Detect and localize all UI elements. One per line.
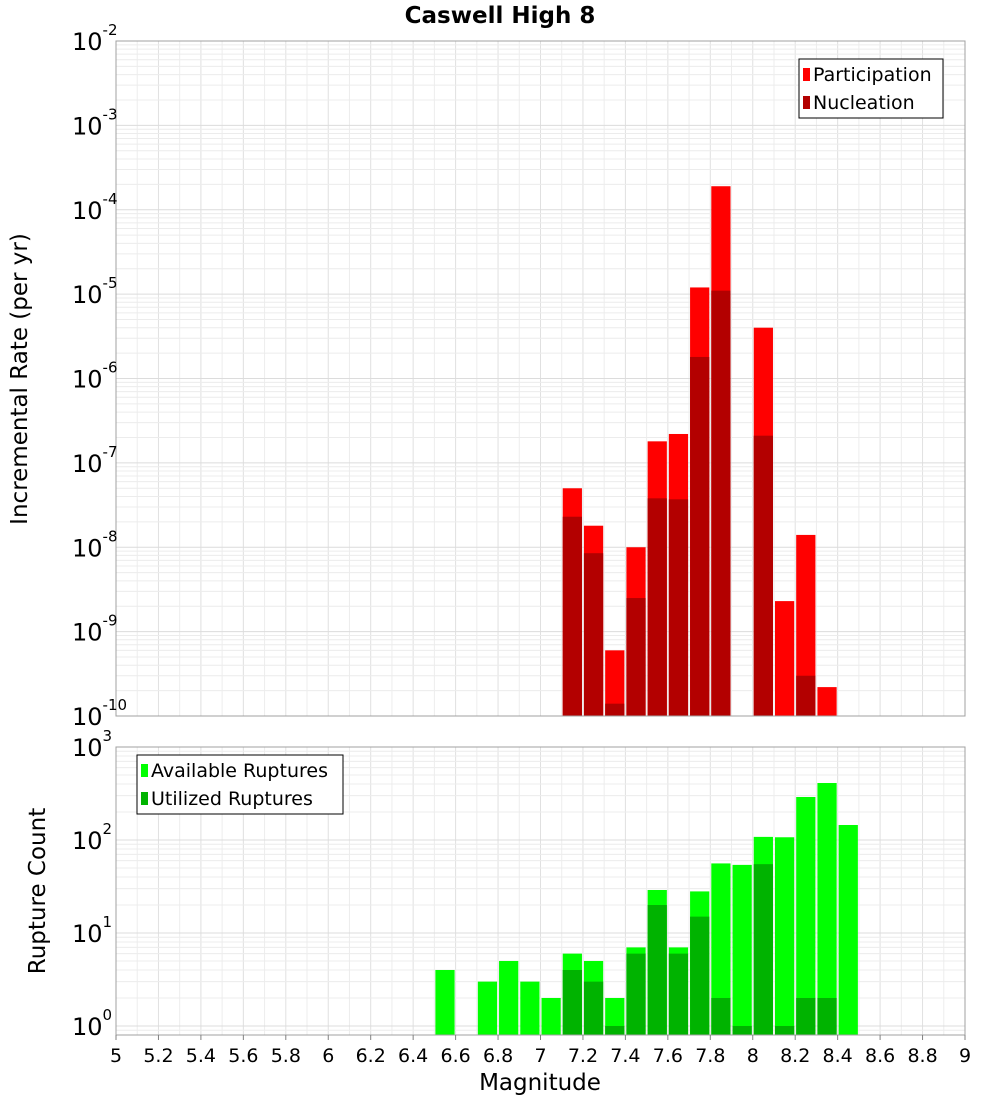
count-bar-outer xyxy=(711,863,731,1035)
rate-y-tick-label: 10-2 xyxy=(72,21,118,56)
x-tick-label: 8.6 xyxy=(865,1045,895,1067)
count-bar-outer xyxy=(774,837,795,1035)
x-tick-label: 6 xyxy=(322,1045,334,1067)
count-bar-inner xyxy=(753,864,773,1035)
rate-y-tick-label: 10-7 xyxy=(72,443,118,478)
rate-y-tick-label: 10-3 xyxy=(72,105,118,140)
x-tick-label: 9 xyxy=(959,1045,971,1067)
rate-legend-swatch xyxy=(803,96,810,109)
count-legend-box xyxy=(136,754,344,815)
rate-bar-inner xyxy=(711,290,731,716)
rate-bar-inner xyxy=(562,516,582,716)
rate-bar-inner xyxy=(668,499,689,716)
count-bar-inner xyxy=(796,997,816,1035)
rate-bars xyxy=(562,186,837,716)
rate-bar-outer xyxy=(774,601,795,716)
rate-legend-label: Participation xyxy=(813,64,932,86)
rate-bar-inner xyxy=(647,498,667,716)
count-y-tick-label: 103 xyxy=(72,727,112,762)
rate-bar-outer xyxy=(817,687,837,716)
count-bar-inner xyxy=(774,1025,795,1035)
count-legend-label: Available Ruptures xyxy=(151,760,328,782)
rate-panel: 10-10 10-9 10-8 10-7 10-6 10-5 10-4 10-3 10-2 In… xyxy=(7,21,966,731)
rate-legend-swatch xyxy=(803,68,810,81)
x-tick-label: 5 xyxy=(110,1045,122,1067)
x-tick-label: 8.4 xyxy=(823,1045,853,1067)
rate-plot-border xyxy=(115,40,966,717)
count-bar-outer xyxy=(541,997,561,1035)
rate-y-tick-label: 10-9 xyxy=(72,612,118,647)
rate-bar-inner xyxy=(605,703,625,716)
rate-bar-inner xyxy=(753,435,773,716)
rate-y-tick-label: 10-5 xyxy=(72,274,118,309)
count-bar-inner xyxy=(605,1025,625,1035)
rate-bar-inner xyxy=(796,675,816,716)
x-tick-label: 7.2 xyxy=(568,1045,598,1067)
count-legend-label: Utilized Ruptures xyxy=(151,788,313,810)
count-bar-outer xyxy=(605,997,625,1035)
rate-grid xyxy=(116,40,965,717)
x-ticks: 5 5.2 5.4 5.6 5.8 6 6.2 6.4 6.6 6.8 7 7.2 7.4 7.6 7.8 8… xyxy=(110,1035,971,1067)
rate-bar-inner xyxy=(626,598,646,716)
x-tick-label: 6.4 xyxy=(398,1045,428,1067)
count-bar-outer xyxy=(435,969,455,1035)
x-tick-label: 5.8 xyxy=(271,1045,301,1067)
count-y-tick-label: 101 xyxy=(72,913,112,948)
x-tick-label: 7 xyxy=(534,1045,546,1067)
count-bar-outer xyxy=(796,796,816,1035)
count-bar-inner xyxy=(817,997,837,1035)
x-tick-label: 5.4 xyxy=(186,1045,216,1067)
count-bar-inner xyxy=(690,916,710,1035)
count-y-tick-label: 102 xyxy=(72,820,112,855)
count-bar-inner xyxy=(562,969,582,1035)
count-bar-outer xyxy=(499,960,519,1035)
count-bar-outer xyxy=(817,783,837,1035)
chart-title: Caswell High 8 xyxy=(405,3,596,29)
count-bar-outer xyxy=(477,981,498,1035)
rate-y-tick-label: 10-6 xyxy=(72,359,118,394)
x-tick-label: 8.2 xyxy=(780,1045,810,1067)
count-bar-outer xyxy=(732,864,752,1035)
count-bar-inner xyxy=(711,997,731,1035)
count-bar-outer xyxy=(520,981,540,1035)
x-tick-label: 6.2 xyxy=(356,1045,386,1067)
rate-legend-box xyxy=(798,58,944,119)
count-legend: Available Ruptures Utilized Ruptures xyxy=(136,754,344,815)
count-y-ticks: 100 101 102 103 xyxy=(72,727,112,1041)
rate-bar-outer xyxy=(605,650,625,716)
count-legend-swatch xyxy=(141,792,148,805)
x-tick-label: 8 xyxy=(747,1045,759,1067)
count-bars xyxy=(435,783,858,1035)
count-panel: 100 101 102 103 5 5.2 5.4 5.6 5.8 6 6.2 6.4 6.6 6.8 7… xyxy=(25,727,971,1096)
x-tick-label: 5.6 xyxy=(228,1045,258,1067)
rate-bar-inner xyxy=(690,356,710,716)
x-tick-label: 7.8 xyxy=(695,1045,725,1067)
x-tick-label: 6.8 xyxy=(483,1045,513,1067)
count-bar-inner xyxy=(732,1025,752,1035)
rate-bar-outer xyxy=(796,534,816,716)
x-tick-label: 5.2 xyxy=(143,1045,173,1067)
rate-y-tick-label: 10-10 xyxy=(72,696,127,731)
rate-legend: Participation Nucleation xyxy=(798,58,944,119)
count-bar-inner xyxy=(626,953,646,1035)
rate-legend-label: Nucleation xyxy=(813,92,915,114)
count-legend-swatch xyxy=(141,764,148,777)
x-tick-label: 8.8 xyxy=(907,1045,937,1067)
rate-bar-inner xyxy=(583,553,604,716)
x-axis-label: Magnitude xyxy=(479,1070,601,1096)
count-bar-outer xyxy=(838,824,858,1035)
count-y-axis-label: Rupture Count xyxy=(25,808,51,974)
rate-y-tick-label: 10-4 xyxy=(72,190,118,225)
rate-y-tick-label: 10-8 xyxy=(72,527,118,562)
x-tick-label: 7.6 xyxy=(653,1045,683,1067)
count-bar-inner xyxy=(668,953,689,1035)
count-bar-inner xyxy=(583,981,604,1035)
rate-y-axis-label: Incremental Rate (per yr) xyxy=(7,233,33,525)
x-tick-label: 6.6 xyxy=(440,1045,470,1067)
count-y-tick-label: 100 xyxy=(72,1006,112,1041)
x-tick-label: 7.4 xyxy=(610,1045,640,1067)
count-bar-inner xyxy=(647,904,667,1035)
